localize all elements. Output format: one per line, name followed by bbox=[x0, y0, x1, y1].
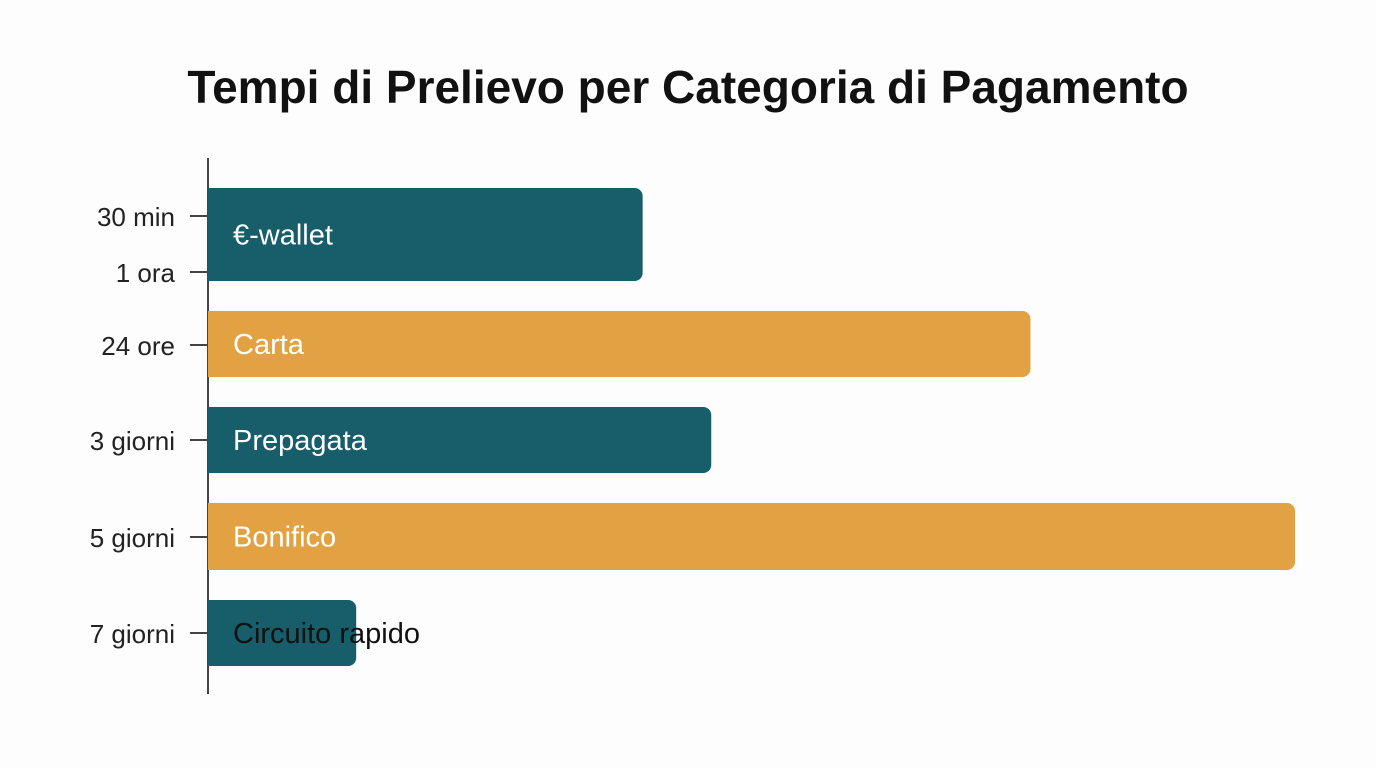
bar bbox=[208, 503, 1296, 570]
bar-label: Circuito rapido bbox=[233, 618, 420, 650]
bar bbox=[208, 311, 1031, 377]
bar-left-edge bbox=[208, 503, 218, 570]
bar bbox=[208, 188, 643, 281]
y-tick-label: 24 ore bbox=[101, 331, 175, 361]
bar bbox=[208, 600, 357, 666]
bar-label: Bonifico bbox=[233, 522, 336, 554]
bar-label: Carta bbox=[233, 329, 305, 361]
bar bbox=[208, 407, 712, 473]
bar-left-edge bbox=[208, 600, 218, 666]
y-tick-label: 3 giorni bbox=[90, 426, 175, 456]
bar-left-edge bbox=[208, 407, 218, 473]
bar-label: Prepagata bbox=[233, 425, 368, 457]
bar-left-edge bbox=[208, 311, 218, 377]
y-tick-label: 30 min bbox=[97, 202, 175, 232]
chart-title: Tempi di Prelievo per Categoria di Pagam… bbox=[187, 61, 1189, 113]
y-tick-label: 5 giorni bbox=[90, 523, 175, 553]
y-tick-label: 7 giorni bbox=[90, 619, 175, 649]
bar-label: €-wallet bbox=[233, 220, 333, 252]
bar-left-edge bbox=[208, 188, 218, 281]
y-tick-label: 1 ora bbox=[116, 258, 176, 288]
